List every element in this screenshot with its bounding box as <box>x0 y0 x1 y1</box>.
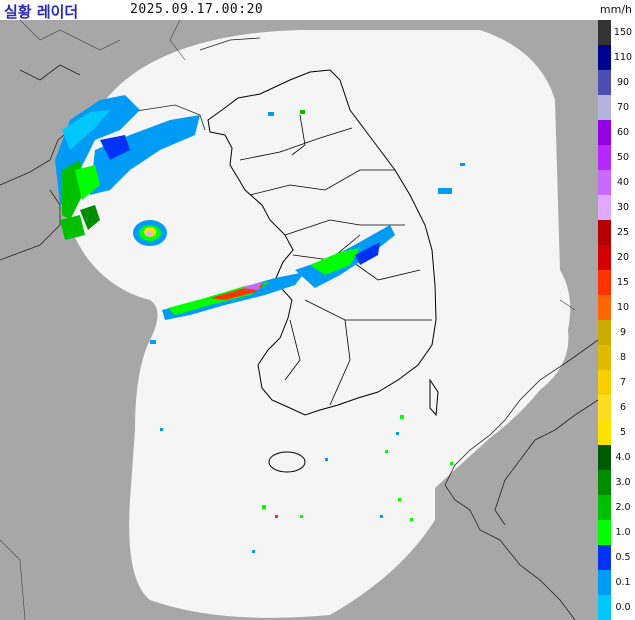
legend-swatch <box>598 95 611 120</box>
legend-label: 70 <box>611 95 635 120</box>
radar-coverage <box>57 30 571 618</box>
legend-item: 15 <box>598 270 635 295</box>
legend-label: 7 <box>611 370 635 395</box>
ulleungdo <box>429 378 439 417</box>
legend-label: 10 <box>611 295 635 320</box>
jeju-island <box>268 451 306 473</box>
legend-swatch <box>598 120 611 145</box>
header-bar: 실황 레이더 2025.09.17.00:20 mm/h <box>0 0 635 21</box>
radar-map <box>0 20 598 620</box>
legend-item: 90 <box>598 70 635 95</box>
legend-swatch <box>598 70 611 95</box>
legend-swatch <box>598 270 611 295</box>
legend-item: 0.0 <box>598 595 635 620</box>
legend-item: 25 <box>598 220 635 245</box>
legend-item: 50 <box>598 145 635 170</box>
legend-item: 5 <box>598 420 635 445</box>
legend-swatch <box>598 245 611 270</box>
legend-item: 6 <box>598 395 635 420</box>
gray-borders <box>0 20 576 620</box>
japan-coastline <box>444 339 598 620</box>
legend-swatch <box>598 470 611 495</box>
legend-item: 30 <box>598 195 635 220</box>
legend-swatch <box>598 595 611 620</box>
legend-label: 0.5 <box>611 545 635 570</box>
legend-swatch <box>598 345 611 370</box>
legend-label: 1.0 <box>611 520 635 545</box>
legend-swatch <box>598 45 611 70</box>
legend-label: 20 <box>611 245 635 270</box>
legend-item: 60 <box>598 120 635 145</box>
legend-label: 0.0 <box>611 595 635 620</box>
legend-item: 20 <box>598 245 635 270</box>
legend-label: 3.0 <box>611 470 635 495</box>
legend-label: 150 <box>611 20 635 45</box>
legend-label: 30 <box>611 195 635 220</box>
page-title: 실황 레이더 <box>4 3 79 21</box>
legend-label: 8 <box>611 345 635 370</box>
legend-item: 2.0 <box>598 495 635 520</box>
legend-label: 9 <box>611 320 635 345</box>
legend-swatch <box>598 395 611 420</box>
legend-label: 0.1 <box>611 570 635 595</box>
legend-label: 6 <box>611 395 635 420</box>
legend-swatch <box>598 20 611 45</box>
legend-label: 4.0 <box>611 445 635 470</box>
legend-swatch <box>598 495 611 520</box>
legend-swatch <box>598 145 611 170</box>
legend-label: 110 <box>611 45 635 70</box>
legend-item: 110 <box>598 45 635 70</box>
legend-item: 70 <box>598 95 635 120</box>
unit-label: mm/h <box>599 3 632 16</box>
legend-swatch <box>598 520 611 545</box>
legend-label: 15 <box>611 270 635 295</box>
legend-item: 1.0 <box>598 520 635 545</box>
legend-swatch <box>598 370 611 395</box>
legend-item: 40 <box>598 170 635 195</box>
legend-swatch <box>598 420 611 445</box>
legend-label: 50 <box>611 145 635 170</box>
legend-item: 8 <box>598 345 635 370</box>
legend-label: 60 <box>611 120 635 145</box>
legend-label: 2.0 <box>611 495 635 520</box>
legend-item: 10 <box>598 295 635 320</box>
peninsula-coastline <box>207 69 437 416</box>
legend-label: 90 <box>611 70 635 95</box>
precip-cell-west <box>133 220 167 246</box>
legend-label: 5 <box>611 420 635 445</box>
legend-swatch <box>598 295 611 320</box>
legend-swatch <box>598 545 611 570</box>
legend-item: 4.0 <box>598 445 635 470</box>
legend-item: 9 <box>598 320 635 345</box>
legend-label: 40 <box>611 170 635 195</box>
legend-swatch <box>598 570 611 595</box>
legend-swatch <box>598 195 611 220</box>
legend-label: 25 <box>611 220 635 245</box>
precip-band-central <box>162 225 395 320</box>
legend-item: 7 <box>598 370 635 395</box>
legend-item: 150 <box>598 20 635 45</box>
precip-scatter <box>150 110 465 553</box>
legend-item: 0.5 <box>598 545 635 570</box>
legend-swatch <box>598 320 611 345</box>
legend-item: 3.0 <box>598 470 635 495</box>
legend-scale: 150 110 90 70 60 50 40 30 25 20 15 10 9 8 7 6 5 4.0 3.0 2.0… <box>598 20 635 620</box>
precip-northwest <box>55 95 200 240</box>
legend-swatch <box>598 170 611 195</box>
legend-swatch <box>598 445 611 470</box>
timestamp: 2025.09.17.00:20 <box>130 2 264 17</box>
legend-item: 0.1 <box>598 570 635 595</box>
legend-swatch <box>598 220 611 245</box>
